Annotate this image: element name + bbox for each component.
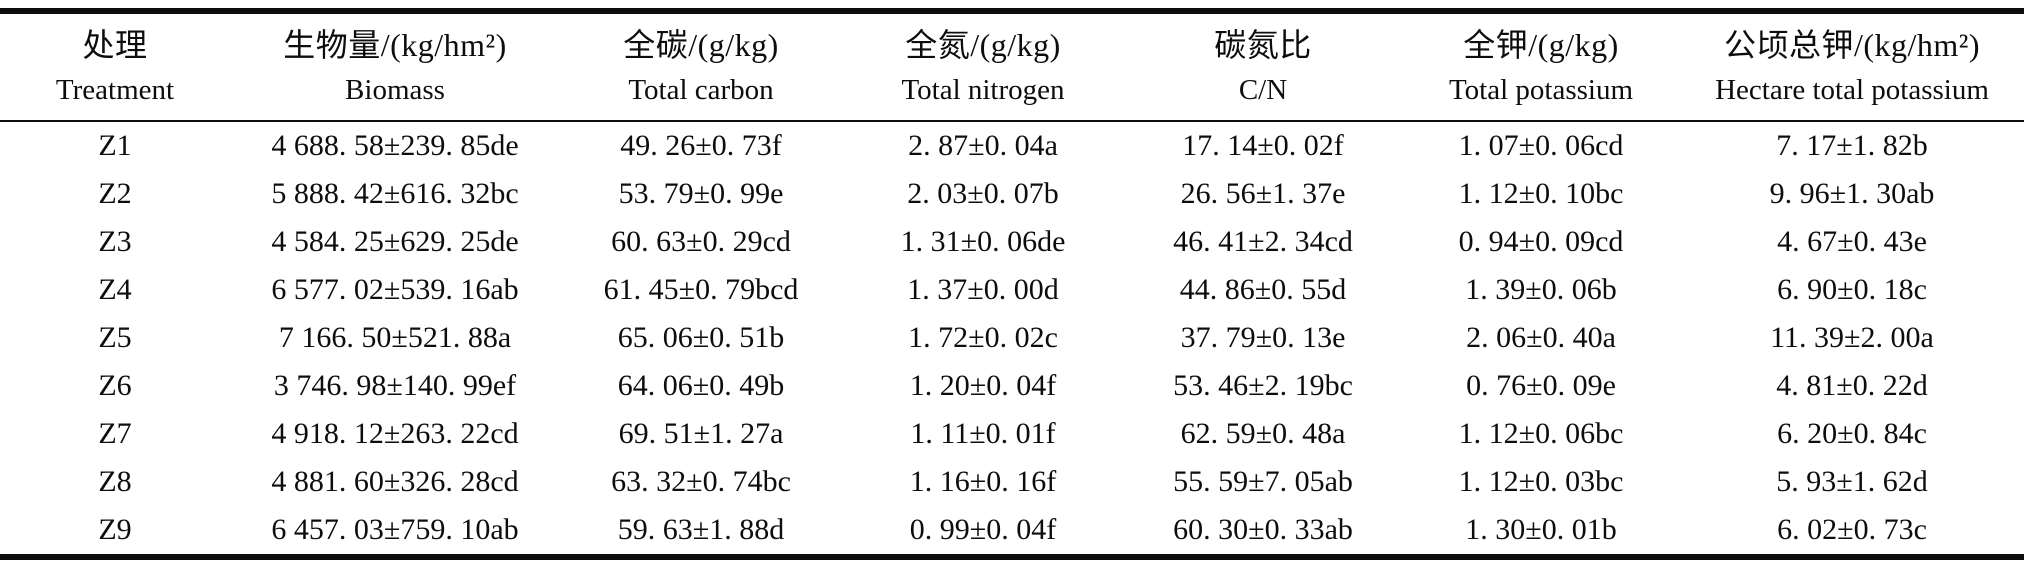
value-cell: 7. 17±1. 82b — [1776, 129, 1928, 162]
column-header-zh: 公顷总钾/(kg/hm²) — [1723, 27, 1981, 63]
value-cell: 65. 06±0. 51b — [617, 321, 785, 354]
value-cell: 2. 06±0. 40a — [1466, 321, 1616, 354]
treatment-nutrient-table: 处理 生物量/(kg/hm²) 全碳/(g/kg) 全氮/(g/kg) 碳氮比 全钾/(g… — [0, 8, 2024, 560]
treatment-cell: Z6 — [98, 369, 132, 402]
column-header-en: Total potassium — [1402, 66, 1680, 122]
column-header-en: Hectare total potassium — [1680, 66, 2024, 122]
value-cell: 4 584. 25±629. 25de — [271, 225, 519, 258]
value-cell: 9. 96±1. 30ab — [1769, 177, 1935, 210]
value-cell: 1. 37±0. 00d — [907, 273, 1059, 306]
value-cell: 62. 59±0. 48a — [1180, 417, 1346, 450]
value-cell: 4. 81±0. 22d — [1776, 369, 1928, 402]
value-cell: 1. 07±0. 06cd — [1458, 129, 1624, 162]
value-cell: 1. 11±0. 01f — [910, 417, 1056, 450]
value-cell: 1. 12±0. 06bc — [1458, 417, 1624, 450]
table-row: Z6 3 746. 98±140. 99ef 64. 06±0. 49b 1. 20±… — [0, 362, 2024, 410]
treatment-cell: Z9 — [98, 513, 132, 546]
value-cell: 0. 94±0. 09cd — [1458, 225, 1624, 258]
column-header-zh: 全氮/(g/kg) — [905, 27, 1061, 63]
value-cell: 53. 46±2. 19bc — [1173, 369, 1353, 402]
value-cell: 4 881. 60±326. 28cd — [271, 465, 519, 498]
value-cell: 0. 99±0. 04f — [909, 513, 1057, 546]
column-header-en: Treatment — [0, 66, 230, 122]
column-header-zh: 全钾/(g/kg) — [1463, 27, 1619, 63]
value-cell: 1. 72±0. 02c — [908, 321, 1058, 354]
treatment-cell: Z8 — [98, 465, 132, 498]
value-cell: 1. 12±0. 03bc — [1458, 465, 1624, 498]
value-cell: 2. 03±0. 07b — [907, 177, 1059, 210]
treatment-cell: Z5 — [98, 321, 132, 354]
header-row-chinese: 处理 生物量/(kg/hm²) 全碳/(g/kg) 全氮/(g/kg) 碳氮比 全钾/(g… — [0, 11, 2024, 66]
value-cell: 69. 51±1. 27a — [618, 417, 784, 450]
table-row: Z3 4 584. 25±629. 25de 60. 63±0. 29cd 1. 31… — [0, 218, 2024, 266]
value-cell: 61. 45±0. 79bcd — [603, 273, 799, 306]
value-cell: 37. 79±0. 13e — [1180, 321, 1346, 354]
value-cell: 5. 93±1. 62d — [1776, 465, 1928, 498]
value-cell: 6. 90±0. 18c — [1777, 273, 1927, 306]
value-cell: 6. 02±0. 73c — [1777, 513, 1927, 546]
column-header-zh: 生物量/(kg/hm²) — [283, 27, 507, 63]
table-header: 处理 生物量/(kg/hm²) 全碳/(g/kg) 全氮/(g/kg) 碳氮比 全钾/(g… — [0, 11, 2024, 122]
treatment-cell: Z3 — [98, 225, 132, 258]
value-cell: 1. 31±0. 06de — [900, 225, 1066, 258]
treatment-cell: Z4 — [98, 273, 132, 306]
value-cell: 64. 06±0. 49b — [617, 369, 785, 402]
table-row: Z7 4 918. 12±263. 22cd 69. 51±1. 27a 1. 11±… — [0, 410, 2024, 458]
value-cell: 1. 39±0. 06b — [1465, 273, 1617, 306]
treatment-cell: Z1 — [98, 129, 132, 162]
header-row-english: Treatment Biomass Total carbon Total nitrog… — [0, 66, 2024, 122]
value-cell: 4. 67±0. 43e — [1777, 225, 1927, 258]
value-cell: 7 166. 50±521. 88a — [278, 321, 512, 354]
value-cell: 0. 76±0. 09e — [1466, 369, 1616, 402]
value-cell: 2. 87±0. 04a — [908, 129, 1058, 162]
value-cell: 4 688. 58±239. 85de — [271, 129, 519, 162]
value-cell: 1. 30±0. 01b — [1465, 513, 1617, 546]
value-cell: 59. 63±1. 88d — [617, 513, 785, 546]
value-cell: 17. 14±0. 02f — [1182, 129, 1344, 162]
table-row: Z4 6 577. 02±539. 16ab 61. 45±0. 79bcd 1. 3… — [0, 266, 2024, 314]
value-cell: 11. 39±2. 00a — [1770, 321, 1934, 354]
value-cell: 1. 16±0. 16f — [909, 465, 1057, 498]
value-cell: 60. 63±0. 29cd — [611, 225, 791, 258]
value-cell: 26. 56±1. 37e — [1180, 177, 1346, 210]
value-cell: 1. 20±0. 04f — [909, 369, 1057, 402]
treatment-cell: Z2 — [98, 177, 132, 210]
value-cell: 49. 26±0. 73f — [620, 129, 782, 162]
table-row: Z5 7 166. 50±521. 88a 65. 06±0. 51b 1. 72±0… — [0, 314, 2024, 362]
value-cell: 60. 30±0. 33ab — [1173, 513, 1353, 546]
value-cell: 55. 59±7. 05ab — [1173, 465, 1353, 498]
table-row: Z8 4 881. 60±326. 28cd 63. 32±0. 74bc 1. 16… — [0, 458, 2024, 506]
value-cell: 46. 41±2. 34cd — [1173, 225, 1353, 258]
column-header-en: Total carbon — [560, 66, 842, 122]
column-header-en: Total nitrogen — [842, 66, 1124, 122]
table-row: Z2 5 888. 42±616. 32bc 53. 79±0. 99e 2. 03±… — [0, 170, 2024, 218]
column-header-zh: 处理 — [82, 27, 148, 63]
value-cell: 4 918. 12±263. 22cd — [271, 417, 519, 450]
table-container: 处理 生物量/(kg/hm²) 全碳/(g/kg) 全氮/(g/kg) 碳氮比 全钾/(g… — [0, 8, 2024, 560]
table-row: Z1 4 688. 58±239. 85de 49. 26±0. 73f 2. 87±… — [0, 121, 2024, 170]
value-cell: 5 888. 42±616. 32bc — [271, 177, 519, 210]
column-header-en: C/N — [1124, 66, 1402, 122]
value-cell: 6. 20±0. 84c — [1777, 417, 1927, 450]
treatment-cell: Z7 — [98, 417, 132, 450]
table-body: Z1 4 688. 58±239. 85de 49. 26±0. 73f 2. 87±… — [0, 121, 2024, 557]
value-cell: 63. 32±0. 74bc — [611, 465, 791, 498]
value-cell: 6 577. 02±539. 16ab — [271, 273, 519, 306]
column-header-zh: 碳氮比 — [1214, 27, 1312, 63]
value-cell: 1. 12±0. 10bc — [1458, 177, 1624, 210]
column-header-zh: 全碳/(g/kg) — [623, 27, 779, 63]
value-cell: 44. 86±0. 55d — [1179, 273, 1347, 306]
value-cell: 3 746. 98±140. 99ef — [273, 369, 517, 402]
table-row: Z9 6 457. 03±759. 10ab 59. 63±1. 88d 0. 99±… — [0, 506, 2024, 557]
column-header-en: Biomass — [230, 66, 560, 122]
value-cell: 6 457. 03±759. 10ab — [271, 513, 519, 546]
value-cell: 53. 79±0. 99e — [618, 177, 784, 210]
